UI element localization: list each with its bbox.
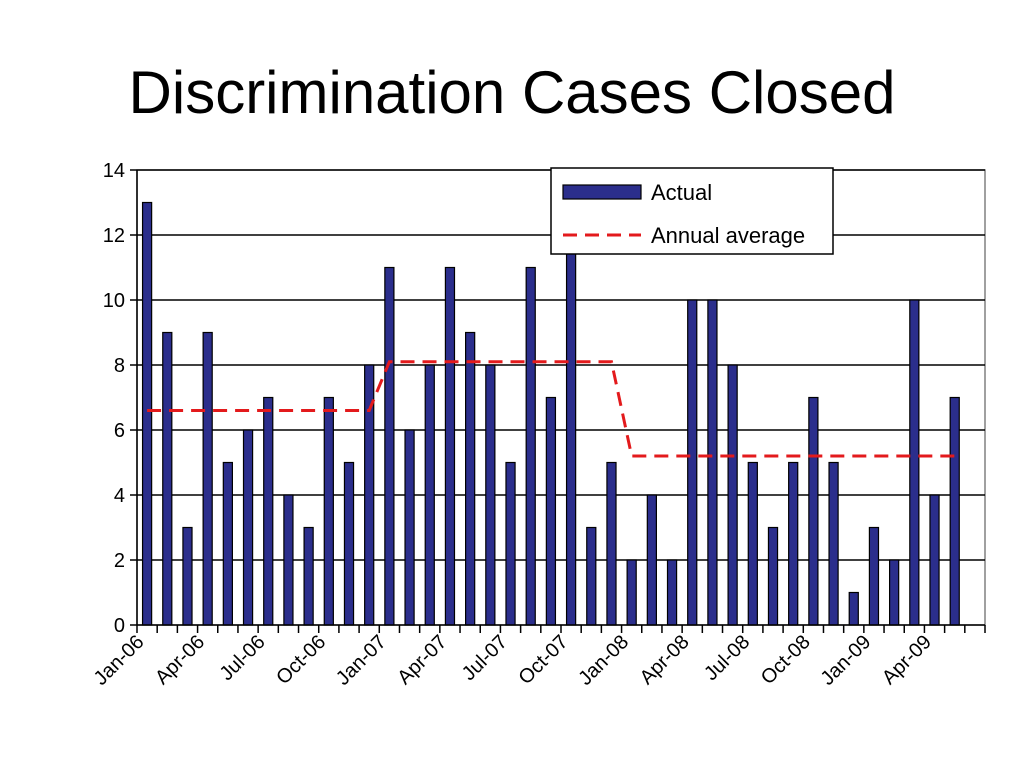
bar-Jan-07 [384,266,395,626]
x-tick-label: Oct-07 [515,631,573,689]
y-tick-label: 10 [103,290,125,312]
x-tick-label: Jul-06 [216,631,270,685]
x-tick-label: Jul-08 [700,631,754,685]
legend: Actual Annual average [550,167,834,255]
x-tick-label: Apr-08 [636,631,694,689]
bar-Aug-06 [283,494,294,626]
bar-Nov-06 [343,461,355,626]
x-tick-label: Jan-06 [90,631,149,690]
x-tick-label: Oct-08 [757,631,815,689]
x-tick-label: Jan-07 [332,631,391,690]
bar-Nov-08 [828,461,839,626]
bar-Dec-07 [606,461,617,626]
x-tick-label: Apr-09 [878,631,936,689]
bar-Aug-07 [525,266,536,626]
bar-Jan-06 [141,201,153,626]
bar-Oct-08 [808,396,819,626]
bar-Jul-07 [505,461,516,626]
x-tick-label: Apr-07 [393,631,451,689]
legend-label-average: Annual average [651,223,805,248]
bar-Feb-09 [888,559,900,626]
bar-Jun-08 [727,364,738,626]
average-line [147,360,955,458]
y-tick-label: 4 [114,485,125,507]
y-tick-label: 12 [103,225,125,247]
legend-label-actual: Actual [651,180,712,205]
bar-Jan-08 [626,559,637,626]
bar-Mar-08 [666,559,678,626]
bar-Mar-07 [424,364,435,626]
x-tick-label: Jan-08 [574,631,633,690]
bar-May-09 [949,396,960,626]
bar-Nov-07 [586,526,597,626]
bar-Sep-06 [303,526,314,626]
legend-swatch-actual [562,184,642,200]
bars [141,201,960,626]
x-tick-label: Jul-07 [458,631,512,685]
bar-Aug-08 [767,526,779,626]
y-tick-label: 0 [114,615,125,637]
bar-May-08 [707,299,718,626]
y-tick-label: 8 [114,355,125,377]
bar-Sep-07 [545,396,557,626]
bar-Oct-07 [565,234,577,626]
bar-Sep-08 [788,461,799,626]
legend-box [550,167,834,255]
bar-Mar-09 [909,299,920,626]
annual-average-line [147,360,955,458]
bar-Apr-09 [929,494,940,626]
y-tick-label: 6 [114,420,125,442]
bar-Jan-09 [868,526,880,626]
bar-Jul-08 [747,461,758,626]
bar-Mar-06 [182,526,193,626]
bar-May-06 [222,461,233,626]
bar-Apr-07 [444,266,456,626]
x-tick-label: Jan-09 [817,631,876,690]
bar-Apr-08 [687,299,698,626]
x-tick-label: Oct-06 [272,631,330,689]
chart-title: Discrimination Cases Closed [128,59,896,126]
y-tick-label: 2 [114,550,125,572]
bar-Feb-06 [162,331,173,626]
bar-Dec-08 [848,591,859,626]
bar-Jul-06 [263,396,274,626]
x-tick-label: Apr-06 [151,631,209,689]
bar-Feb-07 [404,429,415,626]
bar-Feb-08 [646,494,657,626]
bar-May-07 [465,331,476,626]
bar-Jun-06 [242,429,254,626]
y-tick-label: 14 [103,160,125,182]
bar-Oct-06 [323,396,334,626]
bar-Jun-07 [485,364,496,626]
bar-Apr-06 [202,331,213,626]
